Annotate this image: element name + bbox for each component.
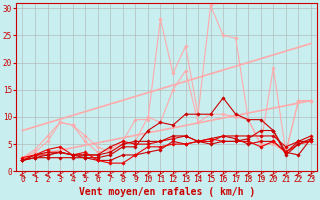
X-axis label: Vent moyen/en rafales ( km/h ): Vent moyen/en rafales ( km/h ) (79, 187, 255, 197)
